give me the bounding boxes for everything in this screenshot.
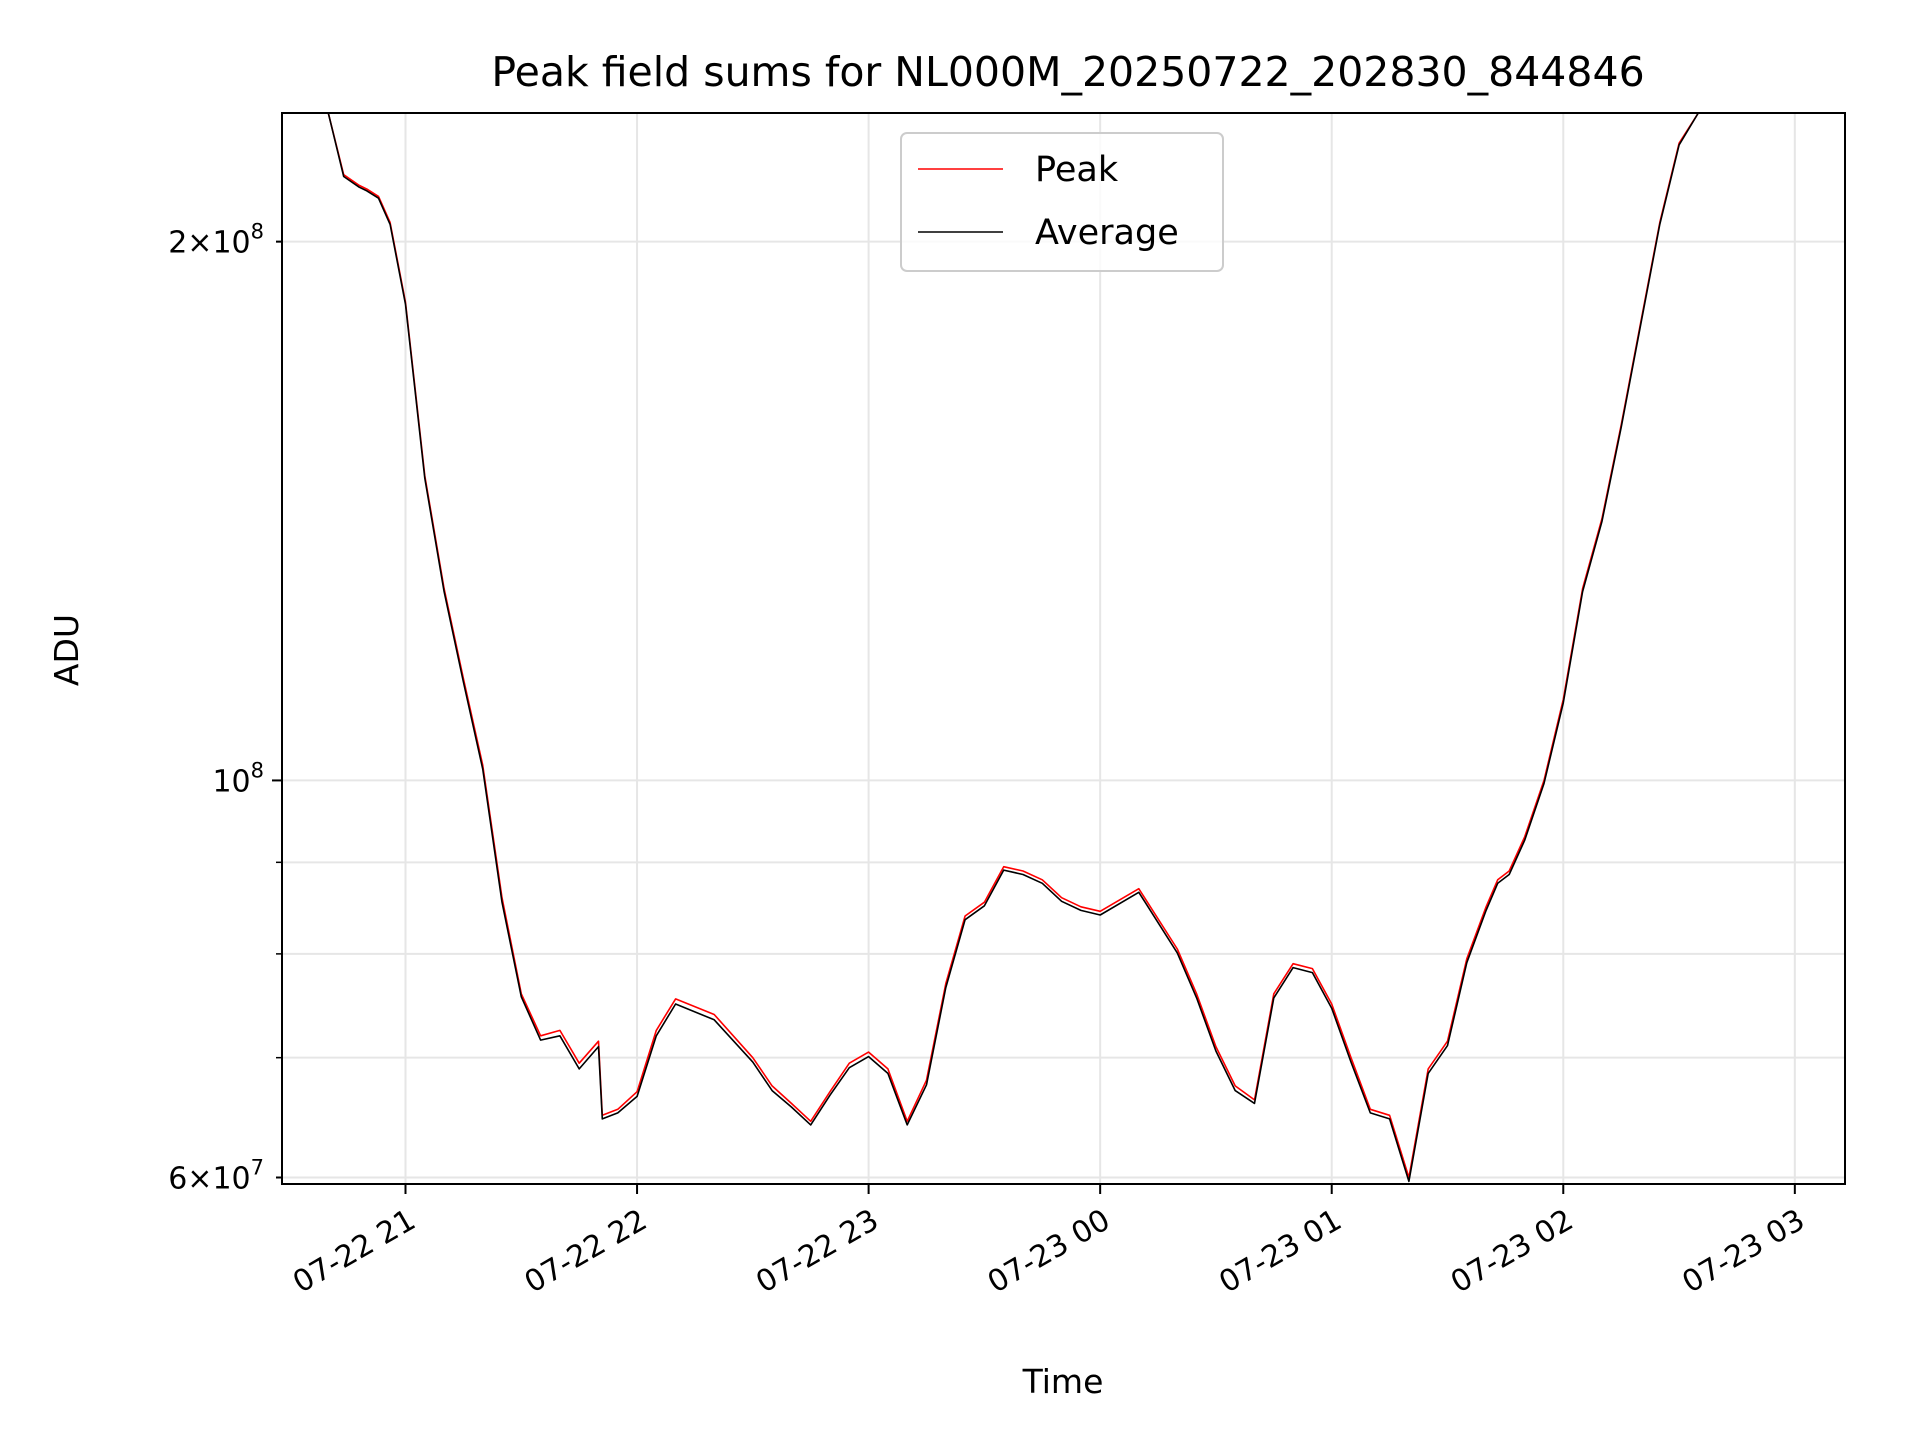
plot-frame — [281, 112, 1846, 1185]
legend-peak-label: Peak — [1035, 150, 1119, 190]
grid-lines — [282, 113, 1845, 1184]
legend-box — [900, 132, 1224, 272]
series-line-average — [282, 112, 1845, 1183]
y-axis-label: ADU — [47, 614, 86, 686]
y-tick-label: 6×107 — [168, 1155, 264, 1196]
y-tick-label: 2×108 — [168, 220, 264, 261]
y-axis: 108 6×107 2×108 — [168, 220, 282, 1196]
y-tick-label: 108 — [212, 758, 264, 799]
x-axis-label: Time — [1022, 1362, 1104, 1401]
chart-title: Peak field sums for NL000M_20250722_2028… — [491, 48, 1644, 96]
series-layer — [282, 112, 1845, 1183]
legend: Peak Average — [900, 132, 1224, 272]
legend-average-label: Average — [1035, 213, 1179, 253]
